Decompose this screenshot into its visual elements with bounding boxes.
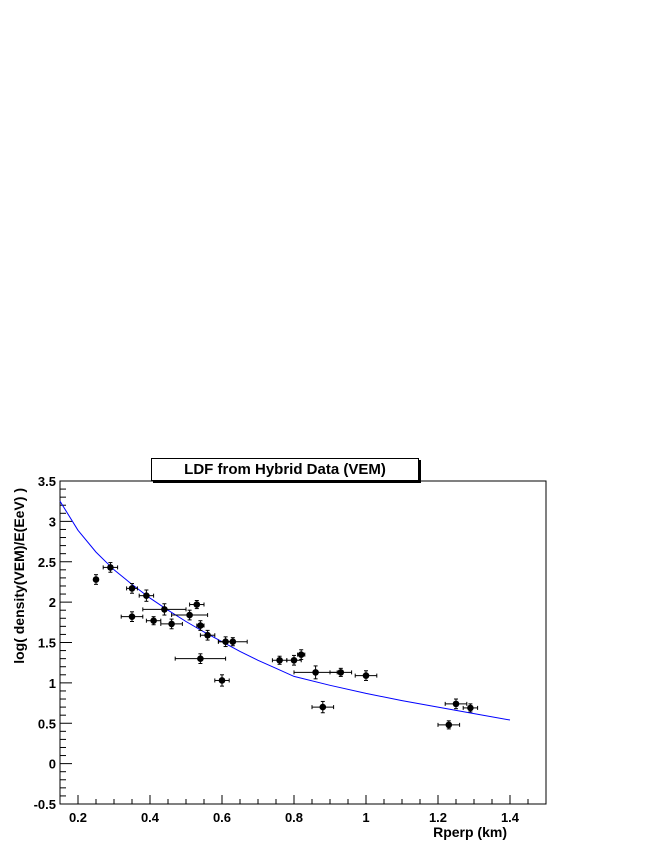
data-point	[286, 654, 302, 666]
plot-frame	[59, 480, 547, 805]
x-tick-label: 1.4	[501, 810, 520, 825]
x-axis-title: Rperp (km)	[433, 824, 507, 840]
data-point	[174, 653, 227, 664]
data-point	[102, 562, 119, 573]
data-point	[196, 620, 205, 631]
data-point	[92, 574, 100, 585]
data-point	[199, 629, 216, 641]
x-tick-label: 0.6	[213, 810, 231, 825]
y-tick-label: 2.5	[38, 555, 56, 570]
data-point	[329, 667, 353, 677]
data-point	[160, 618, 183, 630]
data-point	[142, 603, 187, 616]
data-point	[354, 670, 378, 681]
y-tick-label: 3.5	[38, 474, 56, 489]
x-tick-label: 0.4	[141, 810, 160, 825]
data-point	[138, 589, 155, 602]
data-point	[462, 703, 479, 713]
y-tick-label: 0	[49, 757, 56, 772]
data-point	[437, 720, 461, 730]
x-tick-label: 0.8	[285, 810, 303, 825]
x-tick-label: 0.2	[69, 810, 87, 825]
data-point	[120, 611, 144, 623]
x-tick-label: 1	[362, 810, 369, 825]
y-tick-label: 1	[49, 676, 56, 691]
chart-title-box: LDF from Hybrid Data (VEM)	[151, 458, 419, 481]
y-tick-label: 2	[49, 595, 56, 610]
chart-title: LDF from Hybrid Data (VEM)	[184, 461, 386, 478]
data-point	[214, 674, 230, 687]
data-point	[217, 637, 248, 647]
fit-line	[59, 500, 511, 721]
data-point	[271, 655, 288, 665]
data-point	[145, 616, 162, 626]
y-tick-label: 0.5	[38, 716, 56, 731]
y-axis-title: log( density(VEM)/E(EeV) )	[11, 488, 27, 664]
data-point	[126, 583, 138, 594]
tick-labels: 0.2 0.4 0.6 0.8 1 1.2 1.4 -0.5 0 0.5 1 1.5 2 2.5 3 3.5	[34, 474, 520, 825]
y-tick-label: 3	[49, 514, 56, 529]
data-point	[444, 698, 468, 710]
data-points	[92, 562, 479, 730]
data-point	[171, 609, 209, 621]
data-point	[189, 600, 205, 610]
data-point	[297, 649, 306, 660]
axis-ticks	[59, 480, 547, 805]
y-tick-label: -0.5	[34, 797, 56, 812]
x-tick-label: 1.2	[429, 810, 447, 825]
y-tick-label: 1.5	[38, 636, 56, 651]
data-point	[311, 700, 335, 714]
